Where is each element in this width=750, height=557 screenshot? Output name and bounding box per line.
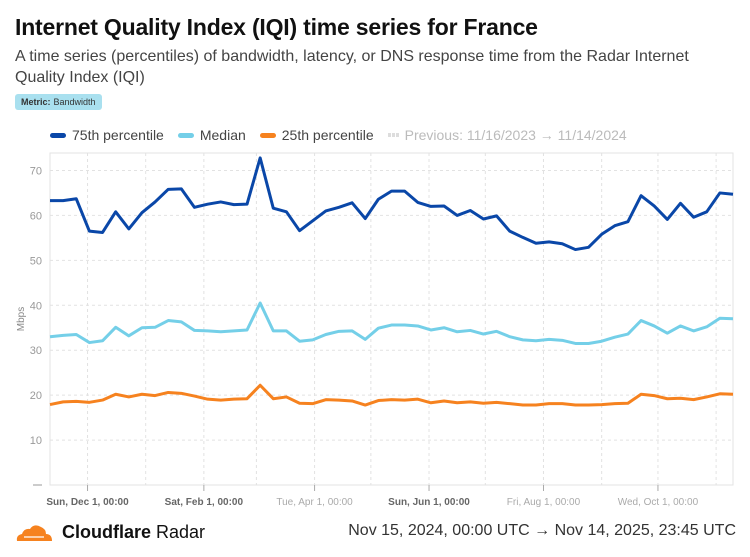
y-axis-label: Mbps: [16, 307, 27, 331]
series-line-median: [49, 301, 734, 345]
legend: 75th percentile Median 25th percentile P…: [50, 127, 627, 143]
legend-item-p75[interactable]: 75th percentile: [50, 127, 164, 143]
legend-item-p25[interactable]: 25th percentile: [259, 127, 374, 143]
y-tick-label: 50: [30, 255, 42, 267]
legend-label: 75th percentile: [72, 127, 164, 143]
legend-label: Previous: 11/16/2023 → 11/14/2024: [404, 127, 627, 143]
cloudflare-radar-logo[interactable]: Cloudflare Radar: [14, 522, 205, 543]
y-tick-label: 70: [30, 165, 42, 177]
legend-label: Median: [199, 127, 246, 143]
series-line-p25: [49, 383, 734, 407]
metric-label: Metric:: [21, 97, 51, 107]
legend-swatch: [259, 132, 276, 138]
legend-item-median[interactable]: Median: [177, 127, 246, 143]
metric-badge[interactable]: Metric: Bandwidth: [15, 94, 102, 110]
y-tick-label: 30: [30, 345, 42, 357]
page-title: Internet Quality Index (IQI) time series…: [15, 14, 538, 40]
brand-name: Cloudflare: [62, 522, 152, 542]
date-range: Nov 15, 2024, 00:00 UTC → Nov 14, 2025, …: [348, 522, 736, 539]
page-subtitle: A time series (percentiles) of bandwidth…: [15, 48, 689, 86]
x-tick-label: Tue, Apr 1, 00:00: [276, 497, 353, 508]
metric-value: Bandwidth: [53, 97, 96, 107]
plot-frame: [49, 152, 734, 486]
brand-product: Radar: [151, 522, 206, 542]
y-tick-label: 20: [30, 390, 42, 402]
x-tick-label: Fri, Aug 1, 00:00: [507, 497, 581, 508]
x-tick-label: Sat, Feb 1, 00:00: [165, 497, 244, 508]
y-tick-label: 40: [30, 300, 42, 312]
y-tick-label: 10: [30, 435, 42, 447]
legend-item-previous[interactable]: Previous: 11/16/2023 → 11/14/2024: [387, 127, 627, 143]
series-line-p75: [50, 156, 734, 252]
x-tick-label: Sun, Dec 1, 00:00: [46, 497, 129, 508]
x-tick-label: Wed, Oct 1, 00:00: [618, 497, 699, 508]
cloudflare-cloud-icon: [16, 524, 52, 541]
dashed-swatch-icon: [387, 133, 399, 137]
line-chart: 10 20 30 40 50 60 70 Sun, Dec 1, 00:00 Sat, Feb …: [16, 152, 734, 508]
legend-swatch: [50, 132, 66, 138]
x-tick-label: Sun, Jun 1, 00:00: [388, 497, 470, 508]
legend-label: 25th percentile: [281, 127, 374, 143]
legend-swatch: [177, 132, 194, 138]
y-tick-label: 60: [30, 210, 42, 222]
